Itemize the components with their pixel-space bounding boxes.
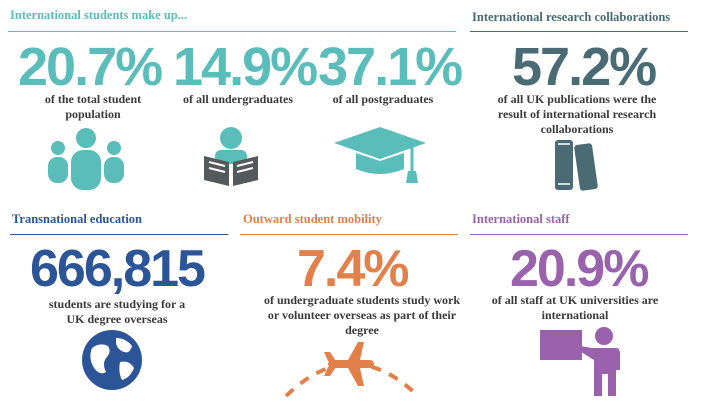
stat-research-collaborations: 57.2% (512, 37, 657, 97)
stat-transnational: 666,815 (30, 240, 206, 298)
stat-staff: 20.9% (510, 240, 649, 298)
stat-undergraduates: 14.9% (173, 37, 318, 97)
desc-postgraduates: of all postgraduates (332, 92, 434, 106)
section-header-research: International research collaborations (472, 10, 671, 24)
header-divider (8, 31, 456, 32)
header-divider (470, 234, 688, 235)
desc-staff: of all staff at UK universities are inte… (491, 293, 659, 322)
desc-research-collaborations: of all UK publications were the result o… (497, 92, 657, 136)
section-header-mobility: Outward student mobility (243, 212, 382, 226)
airplane-icon (284, 342, 420, 398)
desc-transnational: students are studying for a UK degree ov… (48, 297, 186, 326)
section-header-transnational: Transnational education (12, 212, 142, 226)
globe-icon (82, 330, 142, 390)
desc-mobility: of undergraduate students study work or … (263, 293, 461, 337)
stat-total-students: 20.7% (18, 37, 163, 97)
books-icon (555, 140, 598, 191)
section-header-international-students: International students make up... (10, 8, 188, 22)
graduation-cap-icon (334, 127, 426, 183)
person-reading-book-icon (204, 127, 258, 186)
section-header-staff: International staff (472, 212, 570, 226)
desc-total-students: of the total student population (44, 92, 142, 121)
stat-postgraduates: 37.1% (318, 37, 463, 97)
header-divider (10, 234, 228, 235)
header-divider (470, 31, 688, 32)
stat-mobility: 7.4% (297, 240, 410, 298)
desc-undergraduates: of all undergraduates (182, 92, 293, 106)
group-of-people-icon (48, 128, 124, 190)
teacher-at-board-icon (540, 327, 620, 396)
header-divider (240, 234, 458, 235)
